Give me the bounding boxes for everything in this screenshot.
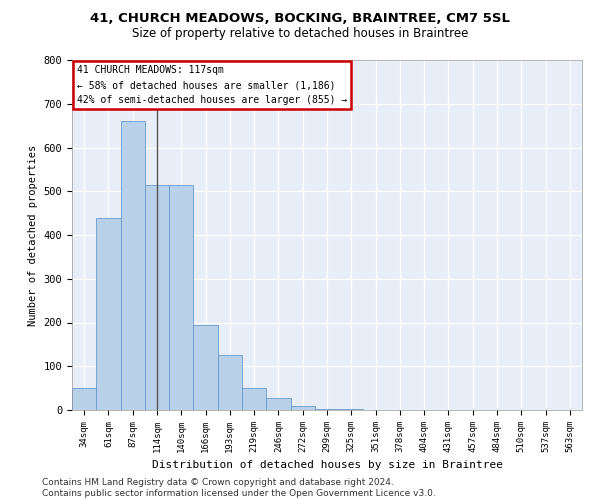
Text: 41, CHURCH MEADOWS, BOCKING, BRAINTREE, CM7 5SL: 41, CHURCH MEADOWS, BOCKING, BRAINTREE, … bbox=[90, 12, 510, 26]
Bar bbox=[290, 406, 315, 410]
Bar bbox=[169, 184, 193, 410]
Bar bbox=[339, 409, 364, 410]
Bar bbox=[218, 356, 242, 410]
Bar bbox=[96, 218, 121, 410]
Bar bbox=[193, 324, 218, 410]
Bar bbox=[266, 398, 290, 410]
X-axis label: Distribution of detached houses by size in Braintree: Distribution of detached houses by size … bbox=[151, 460, 503, 470]
Y-axis label: Number of detached properties: Number of detached properties bbox=[28, 144, 38, 326]
Text: Size of property relative to detached houses in Braintree: Size of property relative to detached ho… bbox=[132, 28, 468, 40]
Bar bbox=[121, 122, 145, 410]
Text: Contains HM Land Registry data © Crown copyright and database right 2024.
Contai: Contains HM Land Registry data © Crown c… bbox=[42, 478, 436, 498]
Bar bbox=[145, 184, 169, 410]
Text: 41 CHURCH MEADOWS: 117sqm
← 58% of detached houses are smaller (1,186)
42% of se: 41 CHURCH MEADOWS: 117sqm ← 58% of detac… bbox=[77, 66, 347, 105]
Bar bbox=[242, 388, 266, 410]
Bar bbox=[315, 408, 339, 410]
Bar bbox=[72, 388, 96, 410]
